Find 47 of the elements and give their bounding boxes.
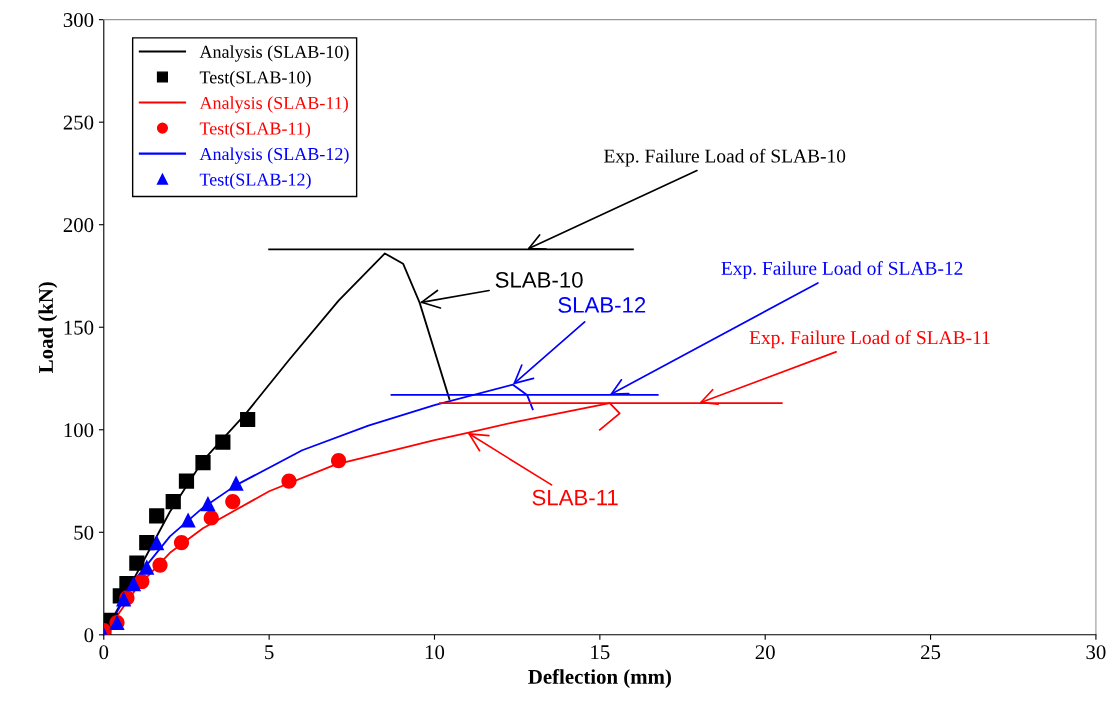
point [152, 557, 168, 573]
y-axis-title: Load (kN) [38, 282, 58, 373]
y-tick-label: 200 [63, 218, 94, 233]
x-tick-label: 30 [1086, 645, 1106, 660]
point [149, 534, 165, 551]
point [203, 510, 219, 526]
annotation: Exp. Failure Load of SLAB-12 [721, 260, 963, 279]
point [178, 473, 195, 489]
x-tick-label: 20 [755, 645, 775, 660]
point [225, 493, 241, 510]
point [139, 559, 155, 575]
point [180, 512, 196, 528]
x-tick-label: 15 [591, 645, 610, 660]
point [240, 411, 256, 428]
annotation: SLAB-12 [558, 297, 646, 313]
y-tick-label: 0 [84, 628, 94, 643]
point [281, 473, 297, 489]
legend-label: Analysis (SLAB-11) [199, 96, 348, 113]
point [195, 454, 211, 471]
point [330, 452, 347, 469]
point [129, 555, 145, 571]
point [149, 508, 165, 524]
x-tick-label: 10 [425, 645, 445, 660]
point [215, 434, 231, 450]
legend-label: Test(SLAB-10) [199, 70, 311, 88]
point [165, 493, 181, 510]
x-tick-label: 25 [921, 645, 941, 660]
annotation: SLAB-11 [532, 489, 618, 506]
legend-label: Analysis (SLAB-12) [199, 147, 349, 164]
y-tick-label: 300 [63, 13, 94, 28]
legend-label: Test(SLAB-12) [199, 172, 311, 190]
x-tick-label: 0 [99, 645, 109, 660]
legend-label: Test(SLAB-11) [199, 121, 311, 139]
x-axis-title: Deflection (mm) [528, 668, 671, 689]
y-tick-label: 250 [63, 115, 94, 130]
point [200, 495, 216, 512]
y-tick-label: 100 [64, 423, 94, 438]
annotation: Exp. Failure Load of SLAB-10 [604, 148, 846, 167]
point [125, 575, 142, 592]
y-tick-label: 150 [64, 320, 94, 335]
annotation: Exp. Failure Load of SLAB-11 [749, 330, 990, 349]
point [228, 475, 244, 491]
annotation: SLAB-10 [495, 272, 583, 288]
point [173, 534, 190, 551]
y-tick-label: 50 [74, 525, 94, 540]
x-tick-label: 5 [265, 645, 274, 660]
legend-label: Analysis (SLAB-10) [199, 45, 349, 62]
